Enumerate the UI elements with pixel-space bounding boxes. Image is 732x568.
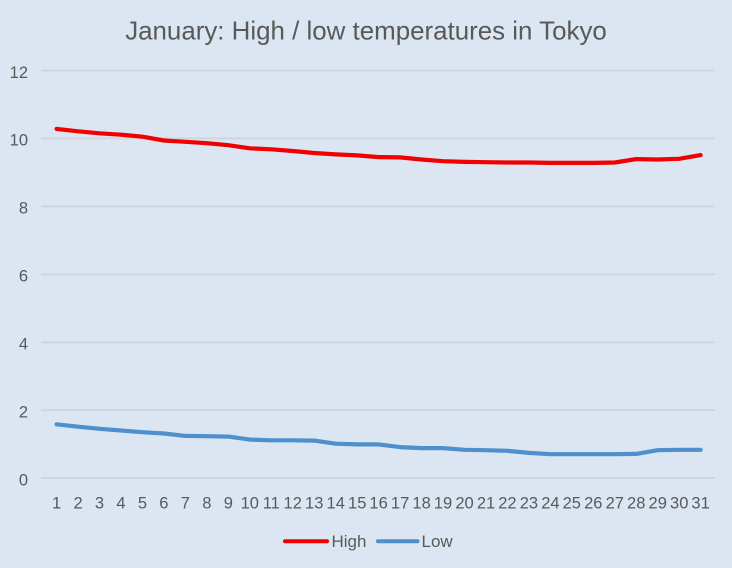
svg-text:15: 15 [348,495,366,513]
svg-text:13: 13 [305,495,323,513]
svg-text:7: 7 [181,495,190,513]
svg-text:31: 31 [691,495,709,513]
svg-text:23: 23 [520,495,538,513]
svg-text:12: 12 [284,495,302,513]
svg-text:10: 10 [241,495,259,513]
svg-text:10: 10 [10,132,28,150]
svg-text:12: 12 [10,64,28,82]
svg-text:6: 6 [159,495,168,513]
svg-text:2: 2 [74,495,83,513]
svg-text:17: 17 [391,495,409,513]
svg-text:0: 0 [19,471,28,489]
svg-text:21: 21 [477,495,495,513]
svg-text:3: 3 [95,495,104,513]
svg-text:14: 14 [327,495,345,513]
svg-text:6: 6 [19,268,28,286]
svg-text:29: 29 [649,495,667,513]
svg-text:19: 19 [434,495,452,513]
svg-text:1: 1 [52,495,61,513]
svg-text:11: 11 [263,495,280,513]
svg-text:25: 25 [563,495,581,513]
svg-text:8: 8 [19,200,28,218]
svg-text:8: 8 [202,495,211,513]
svg-text:20: 20 [455,495,473,513]
svg-text:4: 4 [19,336,28,354]
svg-text:28: 28 [627,495,645,513]
svg-text:22: 22 [498,495,516,513]
svg-text:30: 30 [670,495,688,513]
svg-text:January: High / low temperatur: January: High / low temperatures in Toky… [125,17,607,45]
svg-text:24: 24 [541,495,559,513]
svg-text:27: 27 [606,495,624,513]
svg-text:26: 26 [584,495,602,513]
svg-text:5: 5 [138,495,147,513]
svg-text:High: High [332,532,367,551]
svg-text:2: 2 [19,403,28,421]
svg-text:4: 4 [116,495,125,513]
svg-text:9: 9 [224,495,233,513]
svg-text:Low: Low [422,532,454,551]
svg-text:18: 18 [412,495,430,513]
svg-text:16: 16 [369,495,387,513]
